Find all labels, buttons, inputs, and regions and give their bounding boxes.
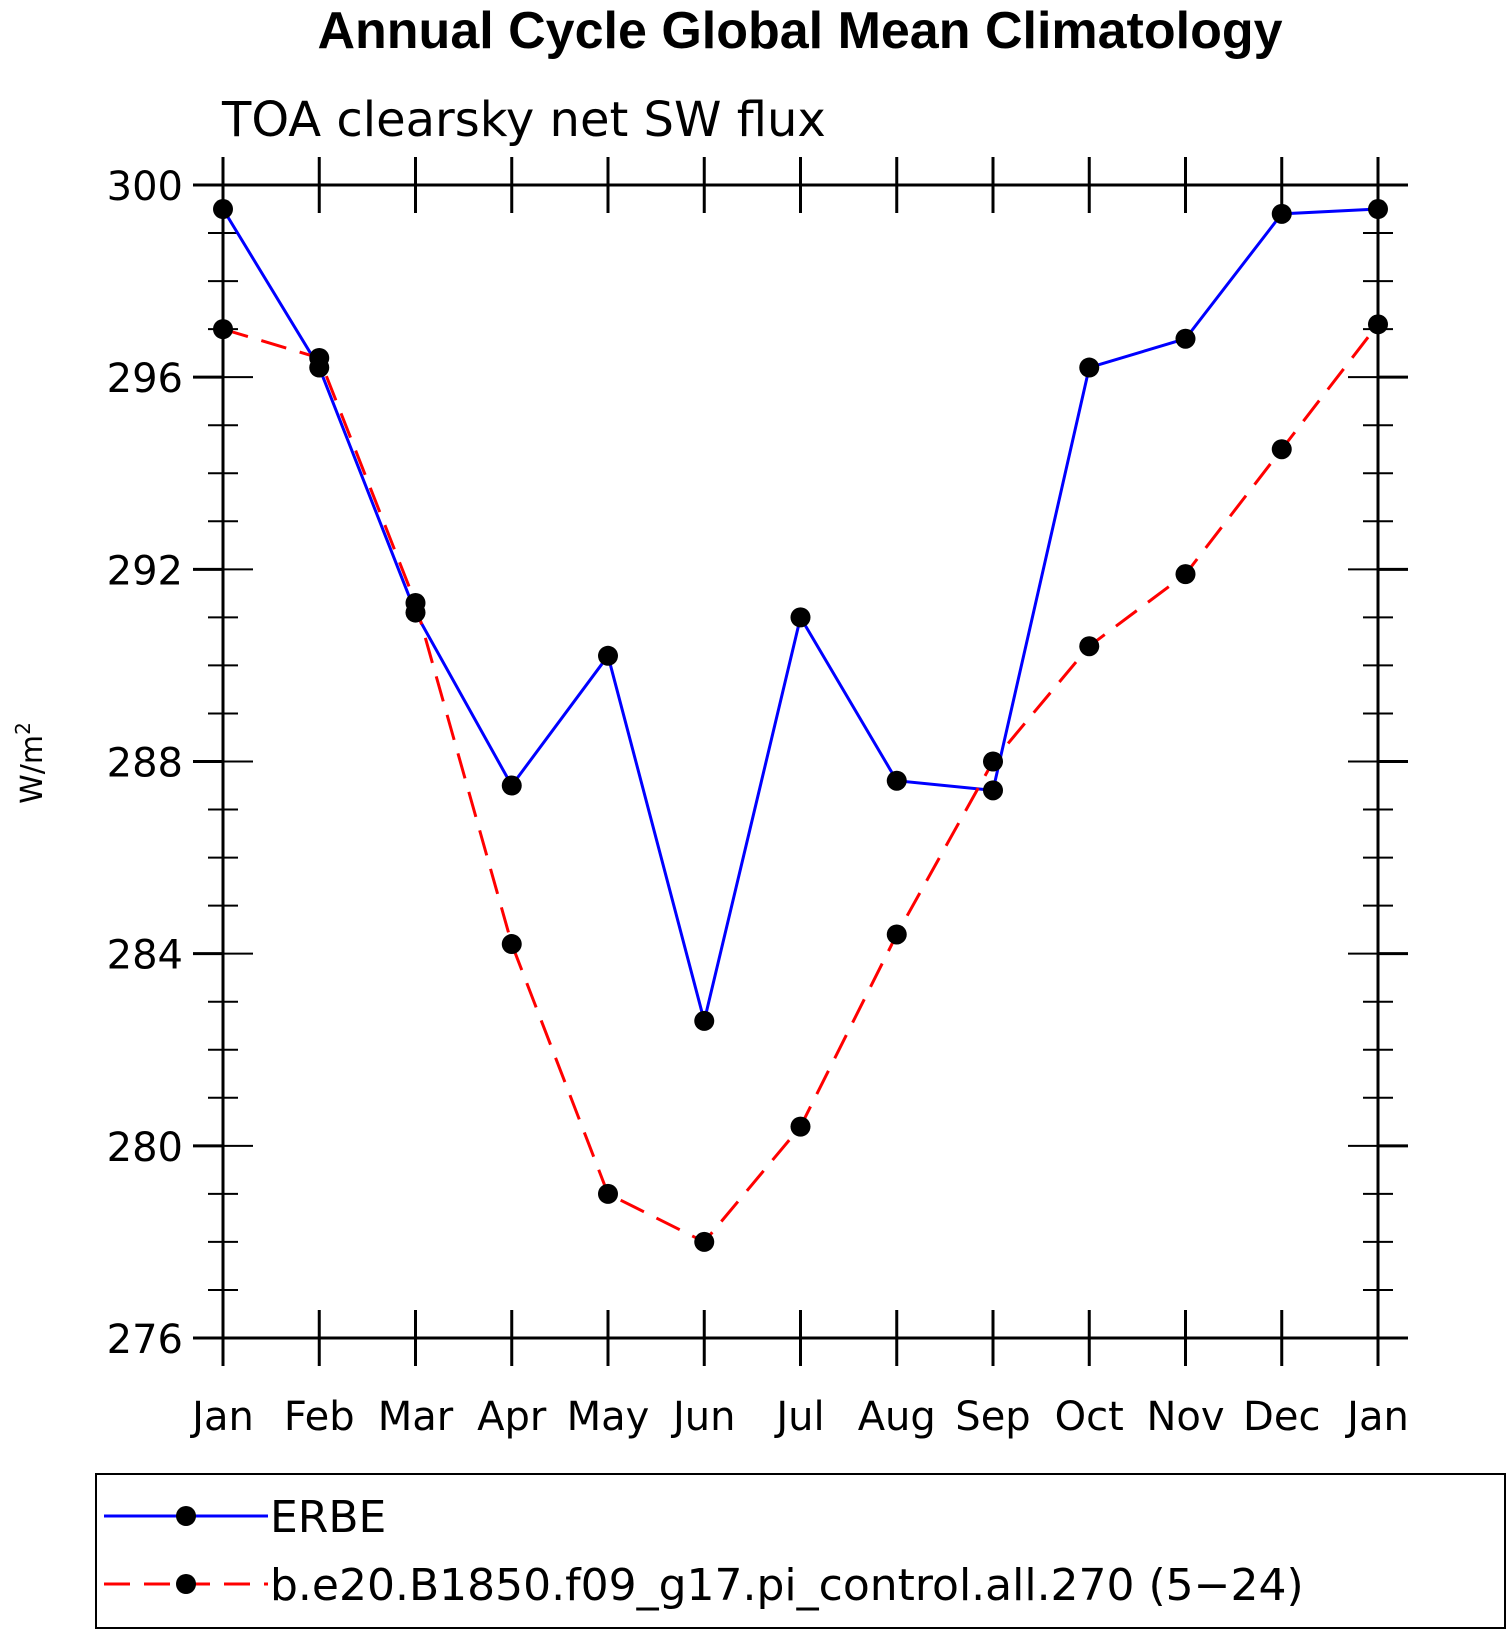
plot-frame xyxy=(221,183,1380,1340)
y-axis-label-superscript: 2 xyxy=(11,722,35,735)
y-tick-label: 292 xyxy=(107,548,183,594)
legend-entry: ERBE xyxy=(104,1492,386,1543)
legend-label: ERBE xyxy=(270,1492,386,1543)
x-axis-tick-labels: Jan Feb Mar Apr May Jun Jul Aug Sep Oct Nov Dec Jan xyxy=(189,1394,1409,1440)
legend: ERBE b.e20.B1850.f09_g17.pi_control.all.2… xyxy=(95,1473,1506,1629)
data-point xyxy=(405,592,426,613)
data-point xyxy=(1368,199,1388,220)
data-point xyxy=(1079,357,1100,378)
data-point xyxy=(501,934,522,955)
x-tick-label: Dec xyxy=(1243,1394,1320,1440)
y-tick-label: 284 xyxy=(107,933,183,979)
y-axis-tick-labels: 276 280 284 288 292 296 300 xyxy=(107,164,183,1363)
data-point xyxy=(1175,328,1196,349)
y-tick-label: 288 xyxy=(107,741,183,787)
data-point xyxy=(213,319,233,340)
y-tick-label: 280 xyxy=(107,1125,183,1171)
data-point xyxy=(598,645,618,666)
legend-marker xyxy=(176,1506,196,1526)
svg-text:W/m2: W/m2 xyxy=(11,722,50,804)
data-point xyxy=(694,1231,715,1252)
y-tick-label: 300 xyxy=(107,164,183,210)
data-point xyxy=(1368,314,1388,335)
data-point xyxy=(598,1183,618,1204)
series-markers-0 xyxy=(213,199,1388,1031)
x-tick-label: Apr xyxy=(477,1394,547,1440)
y-axis-label-text: W/m xyxy=(15,735,50,804)
data-point xyxy=(790,607,811,628)
chart-subtitle: TOA clearsky net SW flux xyxy=(221,92,826,148)
axis-ticks xyxy=(193,157,1408,1366)
series-1 xyxy=(222,323,1380,1244)
y-tick-label: 296 xyxy=(107,356,183,402)
legend-marker xyxy=(176,1574,196,1594)
x-tick-label: Jan xyxy=(1344,1394,1409,1440)
data-point xyxy=(1271,203,1292,224)
data-point xyxy=(309,347,330,368)
chart-title: Annual Cycle Global Mean Climatology xyxy=(317,2,1282,60)
x-tick-label: Jan xyxy=(189,1394,254,1440)
x-tick-label: Feb xyxy=(284,1394,355,1440)
data-point xyxy=(501,775,522,796)
series-layer xyxy=(213,199,1388,1252)
data-point xyxy=(694,1010,715,1031)
series-line xyxy=(222,323,1380,1244)
data-point xyxy=(983,780,1003,801)
x-tick-label: Aug xyxy=(858,1394,936,1440)
data-point xyxy=(1271,439,1292,460)
data-point xyxy=(886,770,907,791)
x-tick-label: Mar xyxy=(378,1394,454,1440)
legend-box xyxy=(95,1473,1506,1629)
data-point xyxy=(790,1116,811,1137)
data-point xyxy=(1079,636,1100,657)
x-tick-label: May xyxy=(567,1394,650,1440)
data-point xyxy=(983,751,1003,772)
y-tick-label: 276 xyxy=(107,1317,183,1363)
legend-entry: b.e20.B1850.f09_g17.pi_control.all.270 (… xyxy=(104,1560,1304,1611)
y-axis-label: W/m2 xyxy=(11,722,50,804)
x-tick-label: Oct xyxy=(1055,1394,1124,1440)
x-tick-label: Jul xyxy=(773,1394,824,1440)
data-point xyxy=(213,199,233,220)
legend-label: b.e20.B1850.f09_g17.pi_control.all.270 (… xyxy=(270,1560,1304,1611)
x-tick-label: Sep xyxy=(955,1394,1030,1440)
x-tick-label: Nov xyxy=(1146,1394,1224,1440)
series-markers-1 xyxy=(213,314,1388,1252)
x-tick-label: Jun xyxy=(670,1394,736,1440)
data-point xyxy=(1175,564,1196,585)
data-point xyxy=(886,924,907,945)
